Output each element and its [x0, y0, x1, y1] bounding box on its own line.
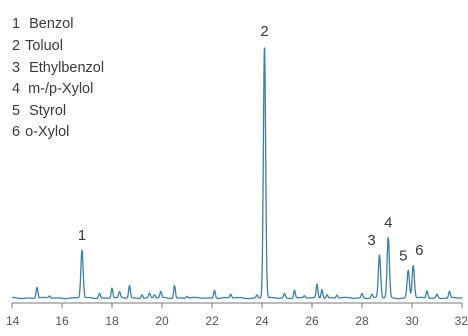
x-tick-label: 20	[155, 314, 169, 328]
x-tick-label: 22	[205, 314, 219, 328]
peak-labels: 1 2 345 6	[78, 23, 424, 264]
legend-number-3: 3	[12, 60, 20, 76]
x-tick-label: 16	[55, 314, 69, 328]
x-tick-label: 26	[305, 314, 319, 328]
peak-label-3: 3	[367, 232, 375, 249]
x-axis-ticks: 14 16 18 20 22 24 26 28 30 32	[6, 303, 468, 328]
legend-name-2: Toluol	[25, 38, 63, 54]
x-tick-label: 28	[355, 314, 369, 328]
peak-label-6: 6	[415, 242, 423, 259]
legend-number-2: 2	[12, 38, 20, 54]
chromatogram-trace	[11, 47, 463, 300]
legend-entry-2: 2 Toluol	[12, 38, 63, 54]
legend-entry-1: 1 Benzol	[12, 16, 73, 32]
legend-name-1: Benzol	[29, 16, 73, 32]
legend-name-6: o-Xylol	[25, 124, 69, 140]
x-tick-label: 30	[405, 314, 419, 328]
x-tick-label: 14	[6, 314, 20, 328]
peak-label-1: 1	[78, 227, 86, 244]
peak-label-4: 4	[384, 215, 392, 232]
peak-label-2: 2	[260, 23, 268, 40]
legend-number-1: 1	[12, 16, 20, 32]
legend-name-4: m-/p-Xylol	[28, 81, 93, 97]
legend-entry-4: 4 m-/p-Xylol	[12, 81, 93, 97]
legend-number-4: 4	[12, 81, 20, 97]
legend-name-3: Ethylbenzol	[29, 60, 104, 76]
legend-number-6: 6	[12, 124, 20, 140]
legend-entry-6: 6 o-Xylol	[12, 124, 69, 140]
legend-entry-5: 5 Styrol	[12, 103, 66, 119]
peak-label-5: 5	[399, 247, 407, 264]
x-tick-label: 24	[255, 314, 269, 328]
legend-number-5: 5	[12, 103, 20, 119]
legend: 1 Benzol 2 Toluol 3 Ethylbenzol 4 m-/p-Xylol…	[12, 16, 104, 140]
x-tick-label: 32	[455, 314, 468, 328]
legend-name-5: Styrol	[29, 103, 66, 119]
legend-entry-3: 3 Ethylbenzol	[12, 60, 104, 76]
x-tick-label: 18	[105, 314, 119, 328]
